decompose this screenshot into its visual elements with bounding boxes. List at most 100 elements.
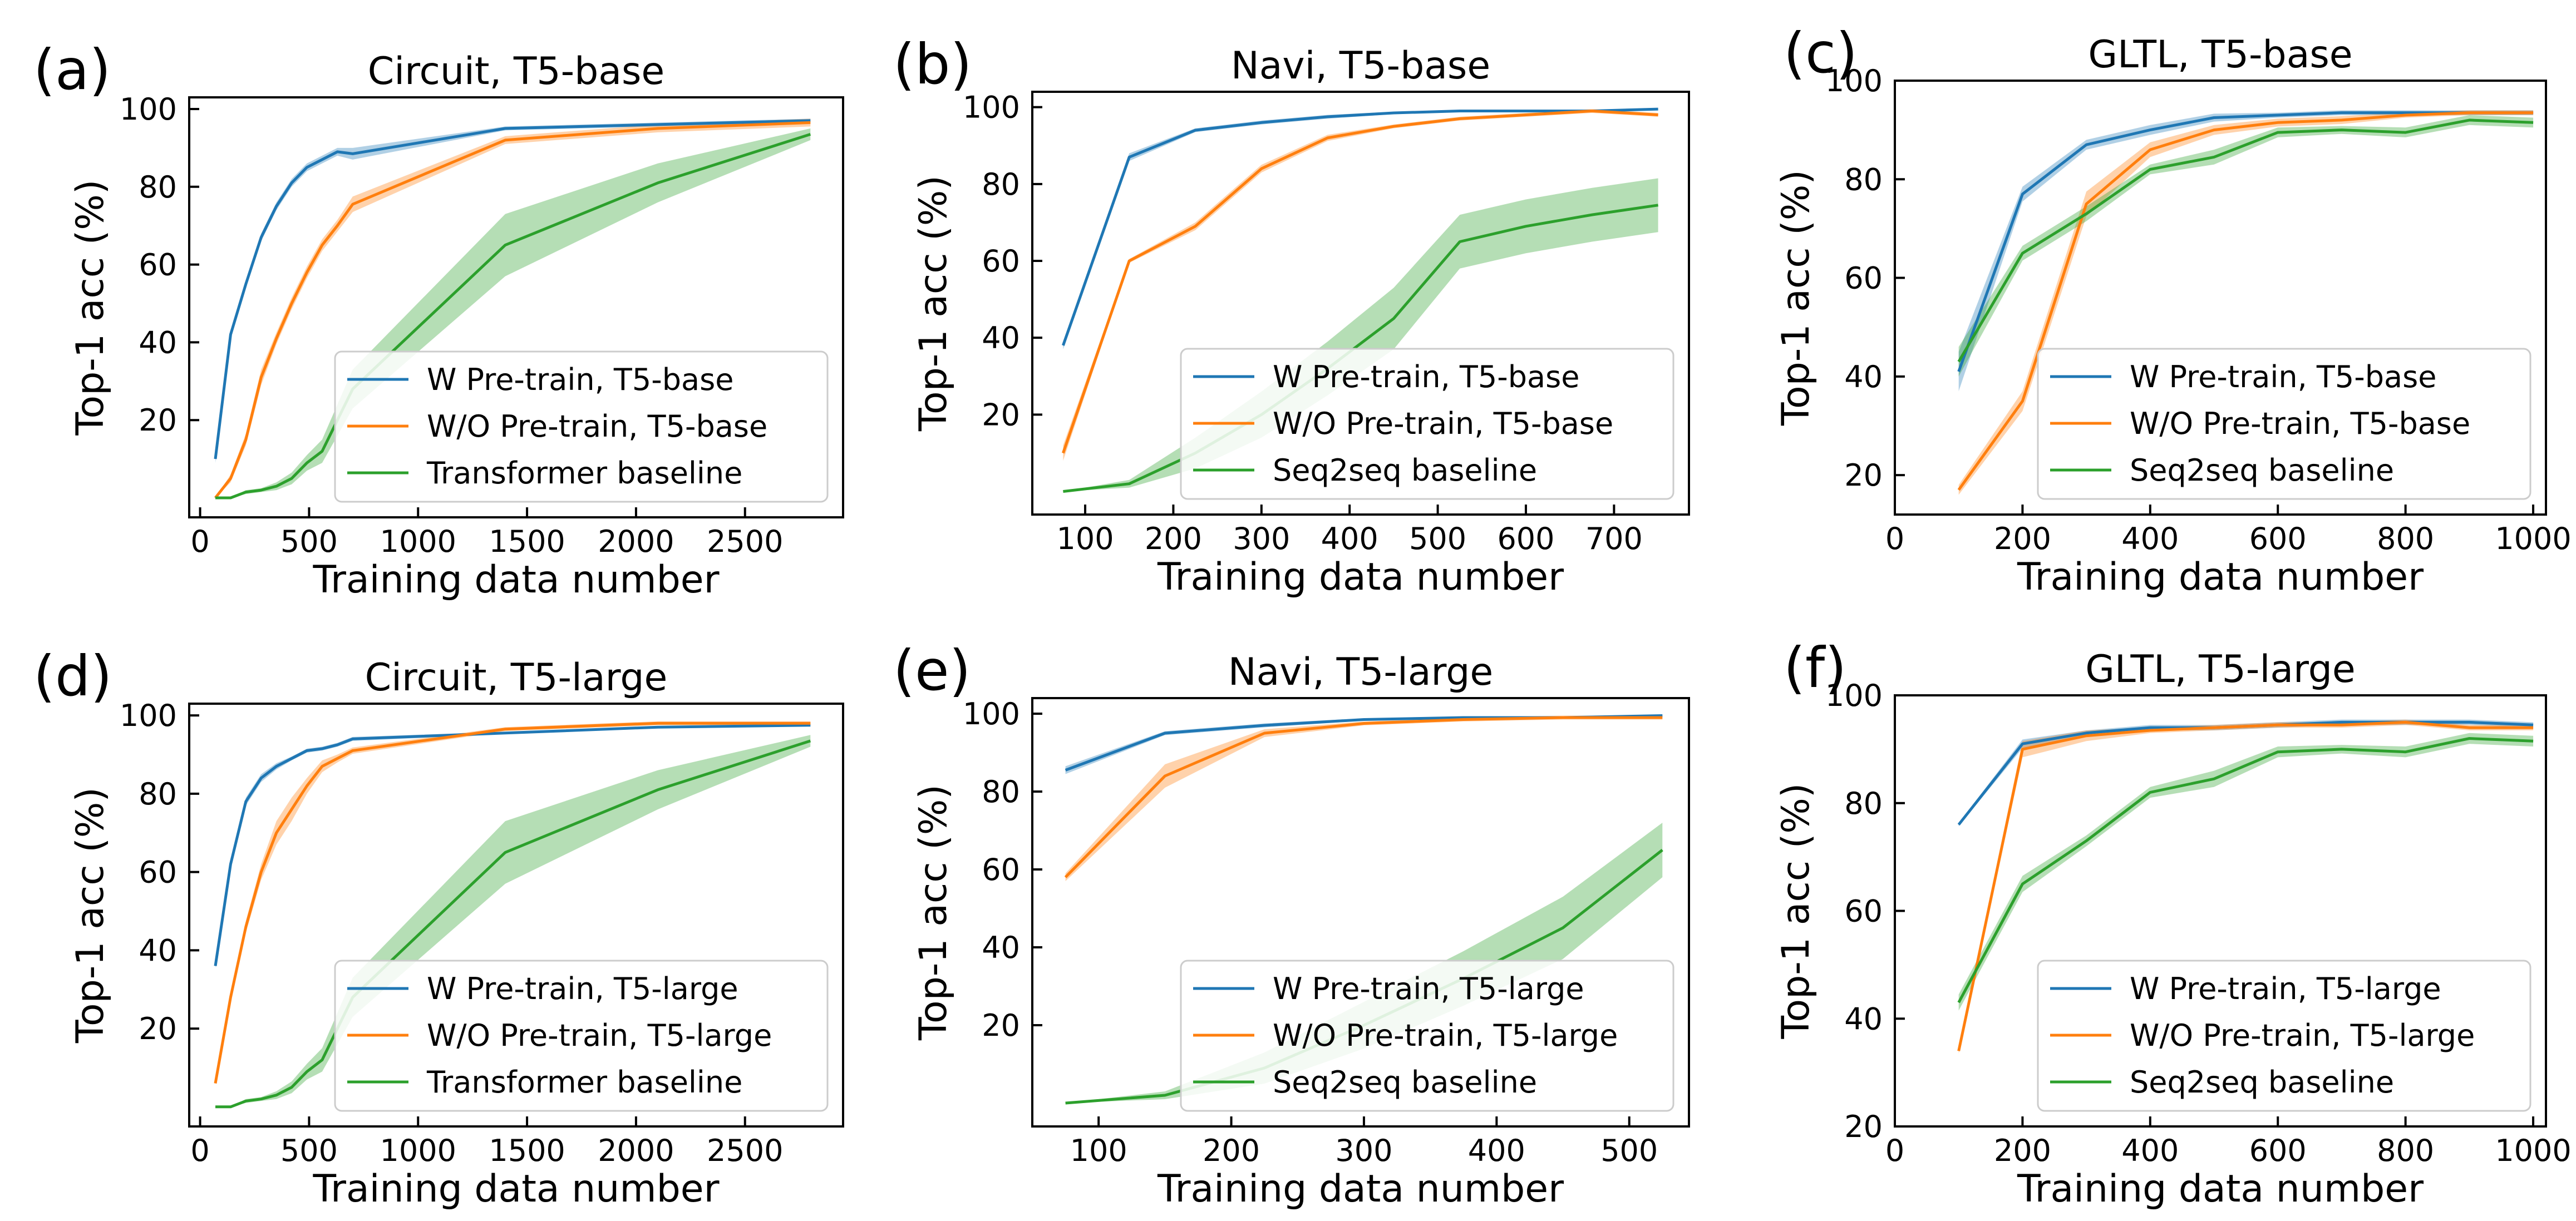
x-tick-label: 1000 bbox=[2495, 1133, 2571, 1168]
panel-letter: (c) bbox=[1784, 21, 1858, 86]
y-axis-label: Top-1 acc (%) bbox=[68, 787, 112, 1044]
x-axis-label: Training data number bbox=[2017, 1167, 2424, 1211]
x-tick-label: 2500 bbox=[707, 524, 783, 559]
x-tick-label: 1000 bbox=[2495, 521, 2571, 556]
panel-letter: (e) bbox=[893, 638, 971, 703]
series-line-2 bbox=[214, 721, 811, 1084]
y-tick-label: 60 bbox=[982, 244, 1020, 279]
x-tick-label: 300 bbox=[1233, 521, 1290, 556]
x-tick-label: 1500 bbox=[489, 1133, 565, 1168]
y-axis-label: Top-1 acc (%) bbox=[912, 784, 955, 1041]
x-tick-label: 2000 bbox=[598, 1133, 674, 1168]
x-tick-label: 400 bbox=[2121, 521, 2179, 556]
chart-title: GLTL, T5-large bbox=[2085, 647, 2356, 691]
legend-box bbox=[2037, 348, 2531, 500]
y-axis-label: Top-1 acc (%) bbox=[1774, 170, 1818, 426]
panel-letter: (d) bbox=[33, 644, 112, 709]
legend: W Pre-train, T5-large W/O Pre-train, T5-l… bbox=[334, 960, 829, 1112]
y-tick-label: 40 bbox=[1844, 359, 1883, 394]
y-tick-label: 20 bbox=[1844, 1109, 1883, 1144]
legend-box bbox=[1180, 960, 1674, 1112]
x-axis-label: Training data number bbox=[312, 1167, 719, 1211]
y-tick-label: 20 bbox=[139, 403, 177, 438]
y-tick-label: 80 bbox=[139, 777, 177, 812]
y-tick-label: 100 bbox=[963, 696, 1020, 731]
x-tick-label: 0 bbox=[190, 1133, 209, 1168]
legend-box bbox=[1180, 348, 1674, 500]
x-tick-label: 2000 bbox=[598, 524, 674, 559]
panel-letter: (f) bbox=[1784, 635, 1846, 700]
legend-label: W/O Pre-train, T5-large bbox=[1273, 1018, 1618, 1053]
chart-title: Circuit, T5-base bbox=[368, 50, 665, 93]
legend: W Pre-train, T5-large W/O Pre-train, T5-l… bbox=[1180, 960, 1674, 1112]
x-tick-label: 300 bbox=[1335, 1133, 1392, 1168]
y-tick-label: 80 bbox=[982, 167, 1020, 202]
chart-panel-2: 100 200 300 400 500 600 700 20 40 60 80 100 Navi, T5… bbox=[893, 32, 1690, 599]
legend-label: W/O Pre-train, T5-base bbox=[1273, 406, 1613, 441]
series-line-2 bbox=[1957, 111, 2534, 491]
series-line-2 bbox=[1064, 716, 1663, 878]
y-axis-label: Top-1 acc (%) bbox=[1774, 783, 1818, 1040]
series-line-3 bbox=[1063, 204, 1658, 493]
legend: W Pre-train, T5-base W/O Pre-train, T5-ba… bbox=[334, 350, 829, 503]
chart-panel-1: 0 500 1000 1500 2000 2500 20 40 60 80 100 Circuit, … bbox=[33, 37, 844, 602]
x-tick-label: 1500 bbox=[489, 524, 565, 559]
x-axis-label: Training data number bbox=[2017, 555, 2424, 599]
legend-label: Seq2seq baseline bbox=[1273, 453, 1537, 488]
y-tick-label: 100 bbox=[120, 92, 177, 127]
chart-title: Circuit, T5-large bbox=[365, 656, 668, 700]
legend-label: W Pre-train, T5-large bbox=[427, 971, 738, 1006]
y-tick-label: 40 bbox=[982, 930, 1020, 965]
x-tick-label: 500 bbox=[280, 1133, 338, 1168]
y-tick-label: 100 bbox=[963, 90, 1020, 125]
legend-label: W Pre-train, T5-base bbox=[2130, 359, 2436, 394]
x-tick-label: 600 bbox=[1497, 521, 1554, 556]
x-tick-label: 800 bbox=[2377, 1133, 2434, 1168]
legend-label: W Pre-train, T5-large bbox=[2130, 971, 2441, 1006]
y-tick-label: 100 bbox=[1825, 63, 1883, 98]
plot-frame bbox=[188, 96, 844, 518]
series-line-1 bbox=[214, 119, 811, 459]
legend-label: Seq2seq baseline bbox=[2130, 1065, 2394, 1100]
series-line-2 bbox=[1957, 720, 2534, 1051]
y-tick-label: 60 bbox=[139, 855, 177, 890]
y-tick-label: 80 bbox=[1844, 162, 1883, 197]
plot-frame bbox=[1894, 80, 2547, 516]
chart-title: Navi, T5-base bbox=[1231, 44, 1490, 88]
y-tick-label: 20 bbox=[139, 1011, 177, 1046]
y-tick-label: 60 bbox=[1844, 894, 1883, 929]
x-axis-label: Training data number bbox=[1157, 1167, 1564, 1211]
x-tick-label: 200 bbox=[1145, 521, 1202, 556]
x-tick-label: 0 bbox=[1885, 521, 1904, 556]
x-tick-label: 400 bbox=[1321, 521, 1378, 556]
y-tick-label: 40 bbox=[139, 933, 177, 968]
legend-label: W/O Pre-train, T5-large bbox=[427, 1018, 772, 1053]
chart-panel-5: 100 200 300 400 500 20 40 60 80 100 Navi, T5-large… bbox=[893, 638, 1690, 1211]
x-tick-label: 2500 bbox=[707, 1133, 783, 1168]
legend-label: W/O Pre-train, T5-base bbox=[427, 409, 767, 444]
x-tick-label: 700 bbox=[1585, 521, 1643, 556]
series-line-3 bbox=[215, 739, 811, 1109]
series-line-2 bbox=[214, 121, 811, 499]
x-tick-label: 0 bbox=[1885, 1133, 1904, 1168]
chart-panel-3: 0 200 400 600 800 1000 20 40 60 80 100 GLTL, T5-bas… bbox=[1774, 21, 2572, 599]
y-tick-label: 60 bbox=[139, 248, 177, 283]
series-line-2 bbox=[1062, 110, 1658, 454]
legend: W Pre-train, T5-base W/O Pre-train, T5-ba… bbox=[2037, 348, 2531, 500]
legend: W Pre-train, T5-large W/O Pre-train, T5-l… bbox=[2037, 960, 2531, 1112]
x-tick-label: 200 bbox=[1994, 1133, 2051, 1168]
x-tick-label: 200 bbox=[1203, 1133, 1260, 1168]
legend-label: Transformer baseline bbox=[426, 1065, 742, 1100]
plot-frame bbox=[188, 703, 844, 1128]
x-tick-label: 100 bbox=[1056, 521, 1114, 556]
chart-title: Navi, T5-large bbox=[1228, 650, 1494, 694]
series-line-3 bbox=[1957, 118, 2534, 363]
x-tick-label: 1000 bbox=[380, 1133, 456, 1168]
legend-label: Seq2seq baseline bbox=[1273, 1065, 1537, 1100]
legend-box bbox=[334, 960, 829, 1112]
x-tick-label: 500 bbox=[1600, 1133, 1658, 1168]
series-line-3 bbox=[1957, 737, 2534, 1004]
series-line-1 bbox=[214, 724, 811, 966]
y-tick-label: 40 bbox=[982, 320, 1020, 355]
